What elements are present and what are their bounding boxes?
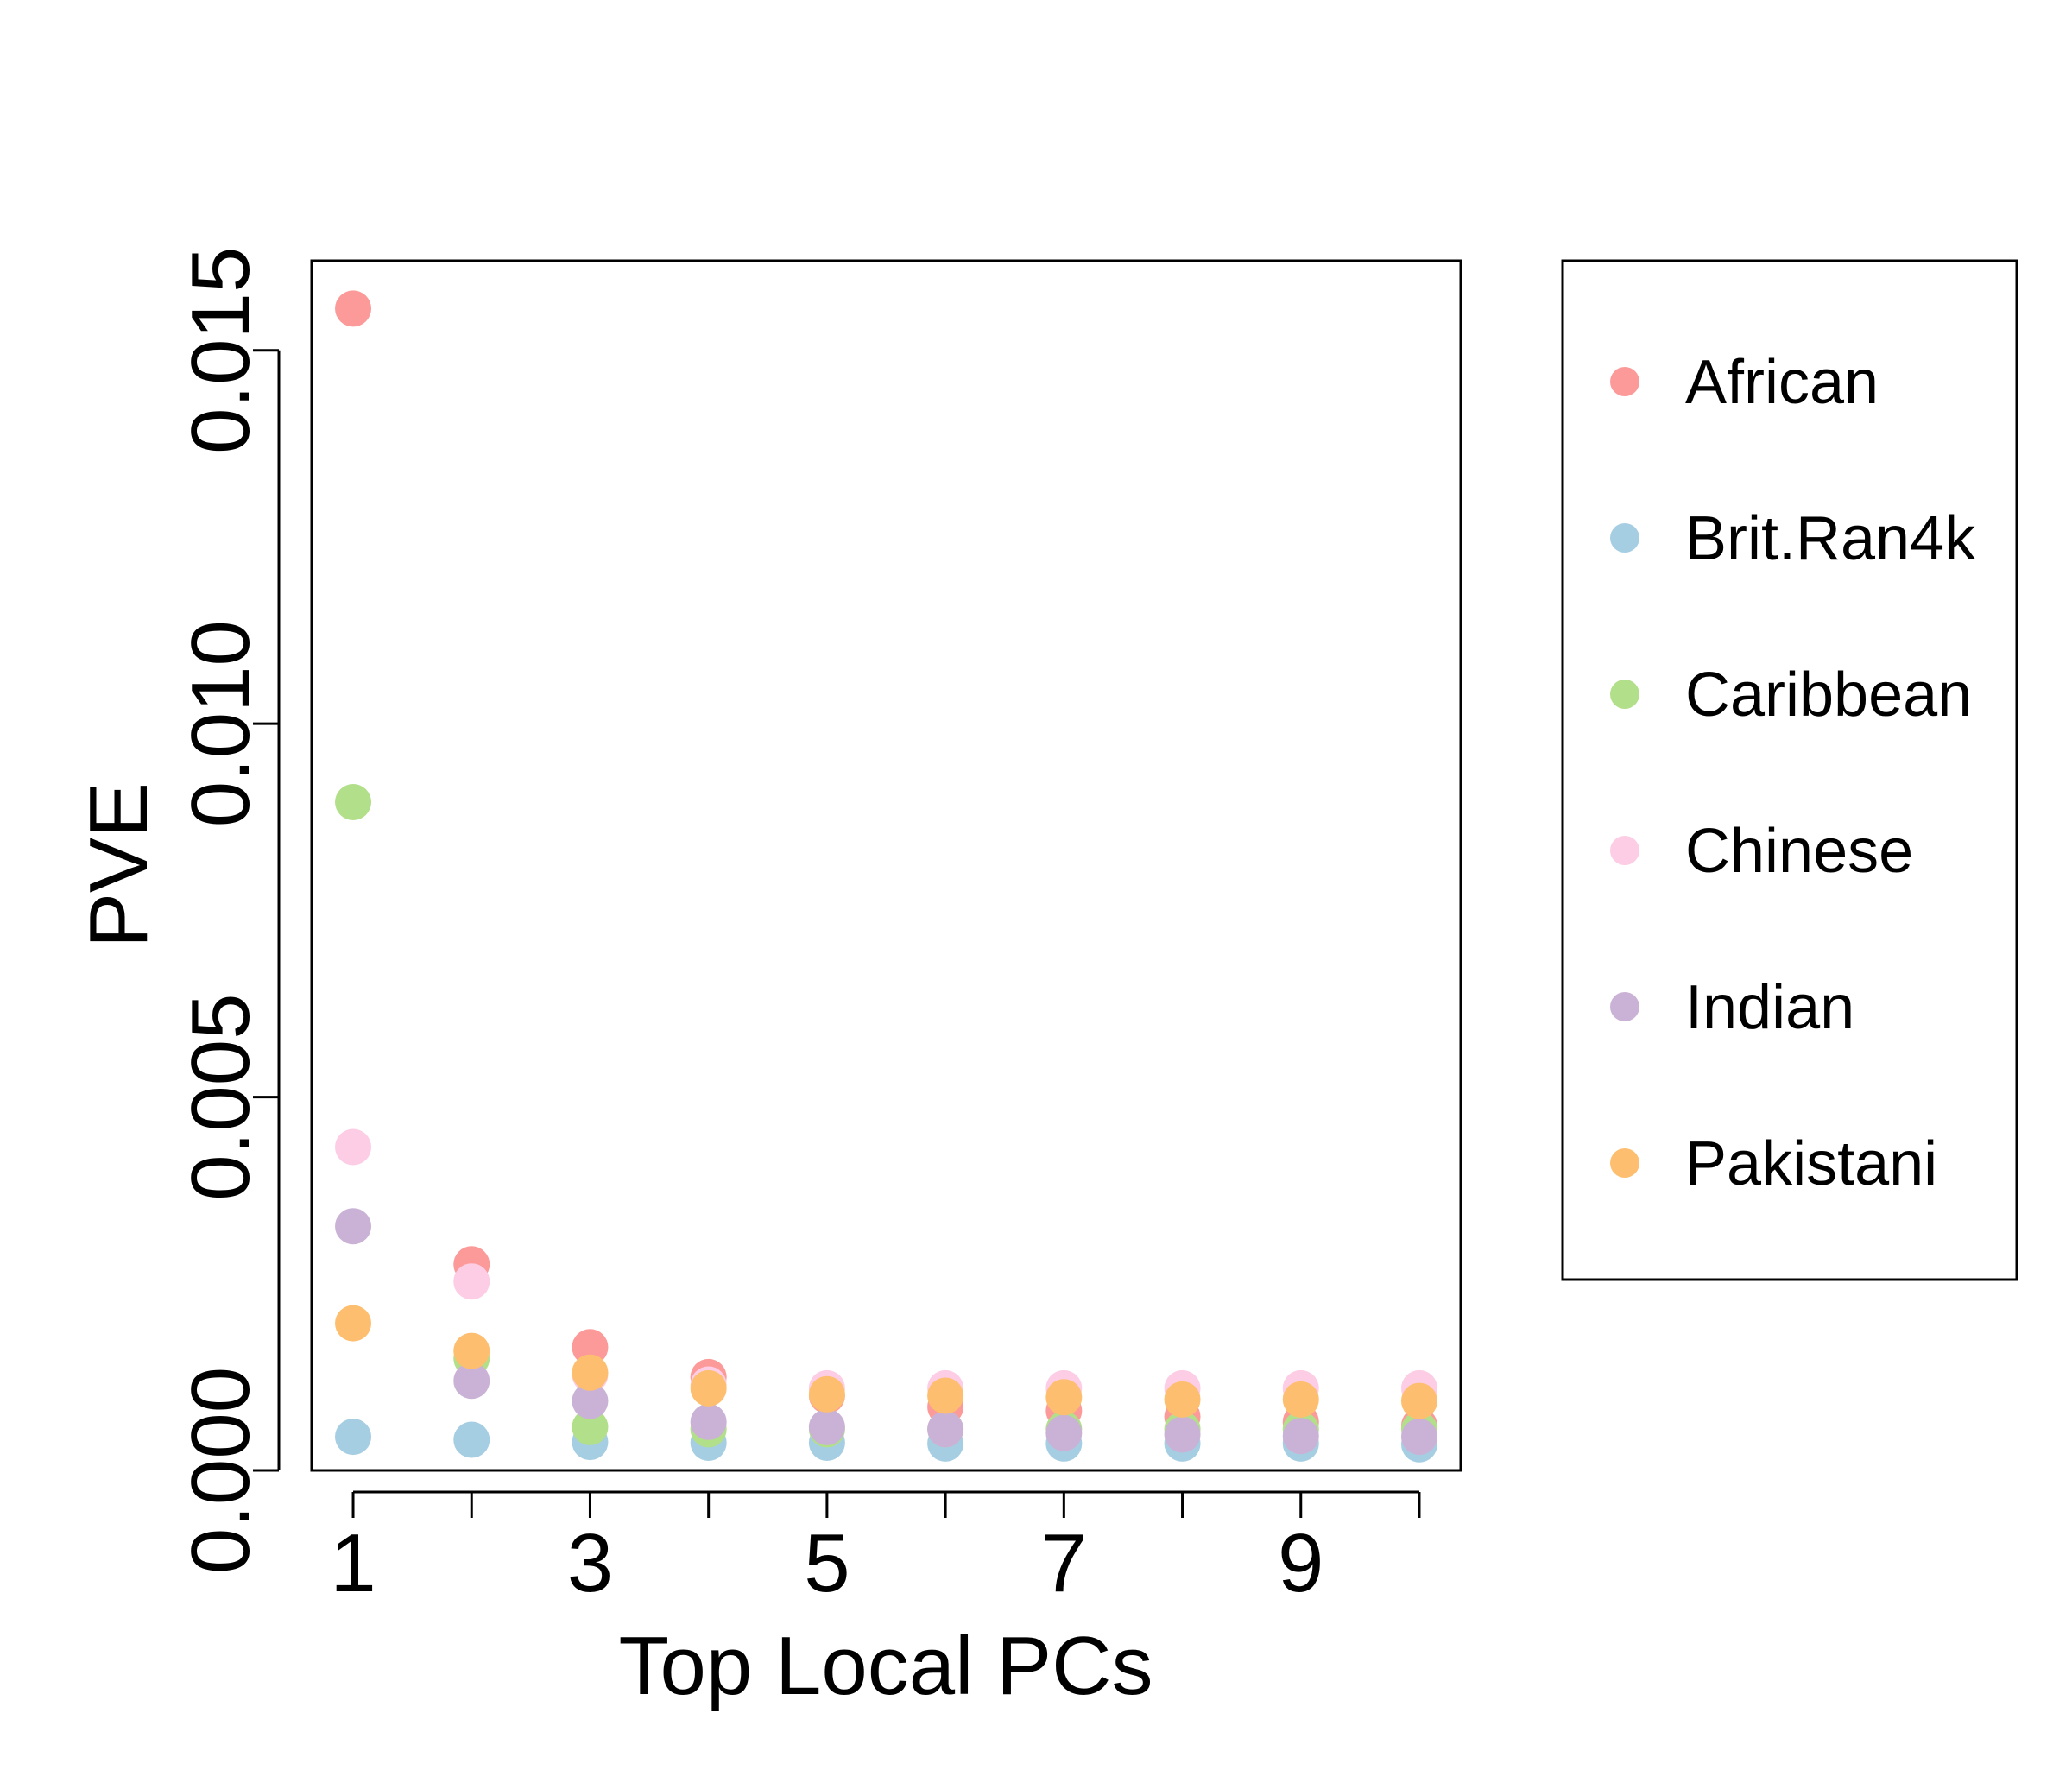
point-indian (1282, 1418, 1319, 1455)
point-brit-ran4k (335, 1419, 372, 1456)
point-pakistani (927, 1377, 964, 1414)
legend: African Brit.Ran4k Caribbean Chinese Indian P… (1561, 259, 2018, 1281)
y-tick-label: 0.005 (174, 993, 267, 1200)
point-pakistani (1164, 1381, 1201, 1418)
point-indian (572, 1382, 609, 1419)
y-axis-label: PVE (73, 782, 165, 948)
point-pakistani (690, 1369, 727, 1407)
point-pakistani (1400, 1382, 1437, 1419)
x-axis: 1 3 5 7 9 (330, 1490, 1421, 1609)
x-tick-label: 1 (330, 1517, 376, 1609)
legend-box (1561, 259, 2018, 1281)
point-indian (1164, 1416, 1201, 1453)
legend-label: African (1685, 348, 1879, 417)
point-indian (690, 1403, 727, 1440)
x-tick-label: 5 (804, 1517, 850, 1609)
legend-marker (1610, 680, 1639, 709)
data-points (335, 290, 1437, 1463)
legend-label: Caribbean (1685, 661, 1972, 730)
y-axis: 0.000 0.005 0.010 0.015 (174, 247, 281, 1574)
legend-marker (1610, 367, 1639, 396)
point-african (572, 1329, 609, 1366)
point-pakistani (808, 1375, 845, 1413)
x-tick-label: 9 (1278, 1517, 1323, 1609)
legend-marker (1610, 523, 1639, 553)
plot-frame (310, 259, 1462, 1472)
point-pakistani (453, 1332, 490, 1369)
legend-marker (1610, 992, 1639, 1021)
y-tick-label: 0.015 (174, 247, 267, 454)
x-axis-label: Top Local PCs (619, 1620, 1153, 1712)
point-indian (1400, 1419, 1437, 1456)
legend-label: Brit.Ran4k (1685, 504, 1976, 573)
point-pakistani (572, 1354, 609, 1391)
x-tick-label: 3 (567, 1517, 613, 1609)
legend-marker (1610, 1148, 1639, 1178)
point-pakistani (335, 1305, 372, 1342)
legend-marker (1610, 836, 1639, 865)
x-tick-label: 7 (1041, 1517, 1087, 1609)
point-pakistani (1282, 1381, 1319, 1418)
point-indian (335, 1208, 372, 1245)
point-chinese (453, 1263, 490, 1300)
y-tick-label: 0.000 (174, 1367, 267, 1574)
point-caribbean (335, 783, 372, 820)
point-indian (808, 1408, 845, 1445)
point-chinese (335, 1128, 372, 1166)
point-brit-ran4k (453, 1421, 490, 1458)
point-indian (1045, 1414, 1083, 1451)
legend-label: Pakistani (1685, 1129, 1937, 1198)
legend-label: Indian (1685, 973, 1854, 1042)
point-caribbean (572, 1408, 609, 1445)
point-pakistani (1045, 1379, 1083, 1416)
y-tick-label: 0.010 (174, 620, 267, 827)
point-indian (927, 1411, 964, 1448)
point-african (335, 290, 372, 327)
legend-label: Chinese (1685, 817, 1913, 886)
point-indian (453, 1362, 490, 1400)
